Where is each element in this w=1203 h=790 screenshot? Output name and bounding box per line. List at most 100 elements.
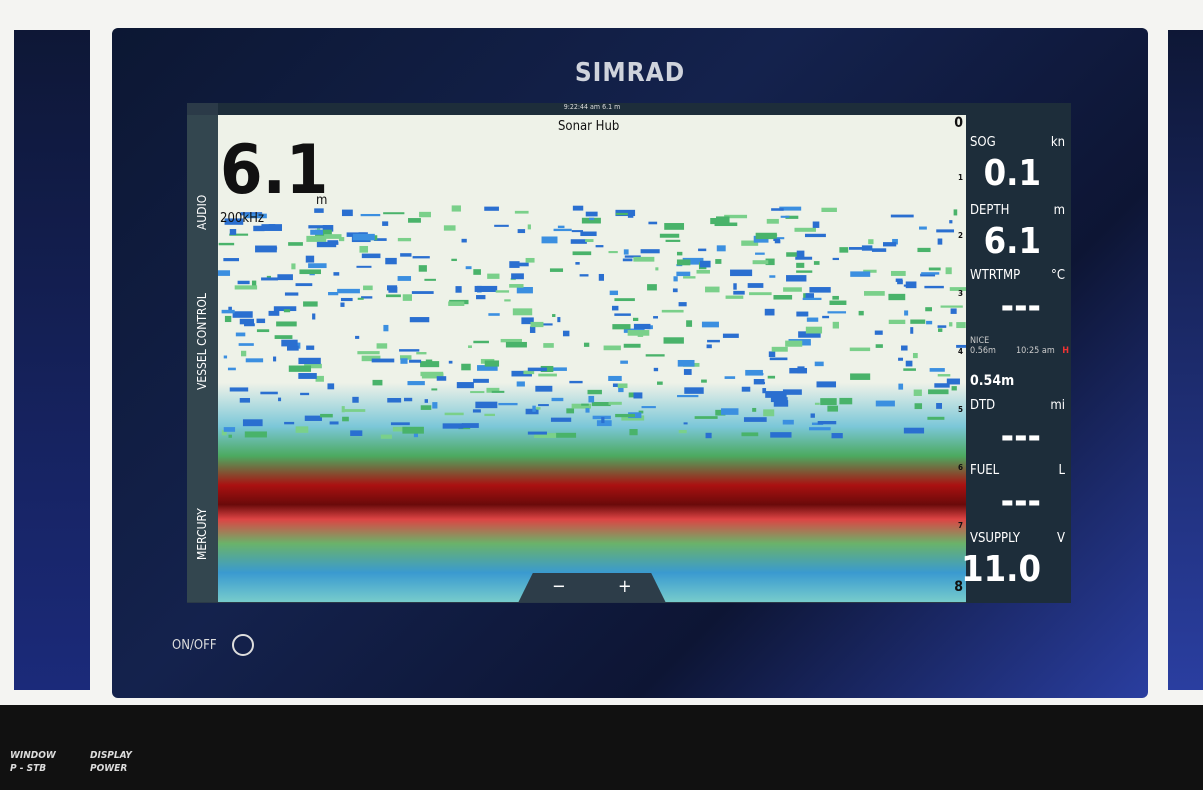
- echo: [659, 233, 680, 238]
- echo: [223, 355, 228, 359]
- instrument-value: 0.1: [983, 153, 1041, 194]
- echo: [253, 225, 265, 232]
- echo: [538, 373, 557, 377]
- instrument-unit: kn: [1050, 135, 1065, 150]
- echo: [783, 287, 802, 292]
- echo: [892, 238, 898, 245]
- echo: [822, 315, 830, 319]
- echo: [291, 263, 296, 270]
- tide-time: 10:25 am: [1016, 346, 1055, 356]
- echo: [579, 274, 589, 277]
- echo: [829, 300, 847, 305]
- echo: [730, 269, 753, 277]
- echo: [283, 309, 291, 313]
- instrument-label: DEPTH: [970, 203, 1010, 218]
- echo: [927, 416, 945, 420]
- echo: [372, 379, 383, 386]
- echo: [342, 416, 349, 422]
- echo: [451, 258, 457, 262]
- echo: [617, 383, 628, 389]
- echo: [673, 276, 678, 282]
- sonar-echoes: [218, 205, 966, 439]
- echo: [810, 413, 815, 418]
- echo: [937, 374, 951, 377]
- echo: [608, 251, 618, 254]
- echo: [653, 367, 659, 372]
- echo: [628, 392, 634, 398]
- echo: [373, 238, 387, 241]
- echo: [525, 257, 535, 263]
- echo: [678, 430, 687, 434]
- echo: [774, 240, 781, 244]
- echo: [831, 433, 843, 439]
- echo: [724, 214, 748, 219]
- echo: [337, 288, 360, 294]
- echo: [589, 217, 595, 221]
- echo: [804, 233, 826, 238]
- adjacent-display: [1168, 30, 1203, 690]
- echo: [858, 310, 864, 316]
- echo: [322, 225, 334, 232]
- echo: [551, 397, 564, 402]
- echo: [363, 285, 373, 291]
- echo: [591, 401, 611, 407]
- echo: [925, 307, 933, 312]
- scale-label: 5: [957, 405, 963, 414]
- echo: [920, 273, 936, 277]
- echo: [304, 363, 322, 369]
- echo: [937, 238, 943, 245]
- echo: [221, 309, 235, 314]
- helm-button[interactable]: [232, 634, 254, 656]
- side-tab: MERCURY: [195, 508, 209, 560]
- echo: [832, 295, 839, 300]
- echo: [764, 308, 775, 316]
- echo: [850, 271, 871, 277]
- echo: [320, 413, 333, 418]
- echo: [424, 399, 428, 403]
- power-button[interactable]: ON/OFF: [172, 638, 217, 653]
- echo: [224, 218, 244, 225]
- echo: [753, 379, 765, 385]
- echo: [849, 347, 871, 352]
- echo: [796, 250, 805, 258]
- echo: [624, 255, 641, 258]
- echo: [288, 242, 303, 246]
- echo: [300, 392, 310, 396]
- echo: [238, 343, 254, 346]
- echo: [352, 233, 375, 241]
- echo: [488, 313, 500, 316]
- echo: [383, 324, 389, 332]
- echo: [587, 389, 602, 395]
- echo: [827, 311, 847, 314]
- echo: [274, 335, 293, 339]
- instrument-label: DTD: [970, 398, 996, 413]
- echo: [484, 206, 499, 211]
- echo: [934, 383, 950, 388]
- echo: [580, 231, 597, 237]
- echo: [409, 317, 430, 323]
- echo: [919, 226, 927, 230]
- echo: [765, 258, 775, 266]
- echo: [461, 423, 479, 428]
- echo: [474, 285, 498, 292]
- echo: [771, 346, 788, 352]
- echo: [951, 386, 957, 391]
- zoom-in[interactable]: +: [618, 576, 632, 597]
- echo: [400, 253, 412, 257]
- echo: [874, 330, 883, 335]
- echo: [386, 285, 398, 291]
- echo: [571, 403, 592, 409]
- echo: [641, 406, 656, 409]
- echo: [340, 302, 345, 307]
- echo: [411, 291, 434, 294]
- console-label: POWER: [90, 763, 128, 774]
- echo: [769, 357, 788, 361]
- echo: [914, 403, 923, 410]
- echo: [284, 421, 295, 425]
- echo: [614, 298, 635, 302]
- echo: [218, 242, 235, 246]
- echo: [633, 323, 651, 330]
- zoom-out[interactable]: −: [552, 576, 566, 597]
- echo: [223, 258, 240, 262]
- echo: [557, 225, 565, 229]
